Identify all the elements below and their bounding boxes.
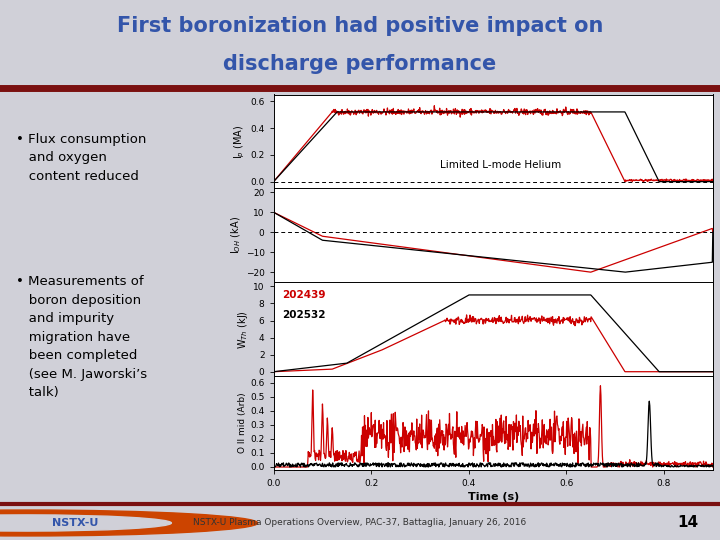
Text: discharge performance: discharge performance: [223, 54, 497, 75]
Text: NSTX-U Plasma Operations Overview, PAC-37, Battaglia, January 26, 2016: NSTX-U Plasma Operations Overview, PAC-3…: [194, 518, 526, 528]
Circle shape: [0, 510, 258, 536]
Y-axis label: I$_{OH}$ (kA): I$_{OH}$ (kA): [229, 217, 243, 254]
Text: 14: 14: [678, 516, 698, 530]
Y-axis label: O II mid (Arb): O II mid (Arb): [238, 393, 248, 453]
Text: NSTX-U: NSTX-U: [52, 518, 98, 528]
Y-axis label: I$_p$ (MA): I$_p$ (MA): [233, 124, 248, 159]
Text: • Measurements of
   boron deposition
   and impurity
   migration have
   been : • Measurements of boron deposition and i…: [16, 275, 148, 399]
Text: 202439: 202439: [282, 289, 326, 300]
Text: First boronization had positive impact on: First boronization had positive impact o…: [117, 16, 603, 36]
Text: • Flux consumption
   and oxygen
   content reduced: • Flux consumption and oxygen content re…: [16, 132, 147, 183]
Circle shape: [0, 515, 171, 531]
X-axis label: Time (s): Time (s): [467, 492, 519, 502]
Text: 202532: 202532: [282, 310, 326, 320]
Y-axis label: W$_{Th}$ (kJ): W$_{Th}$ (kJ): [236, 309, 251, 348]
Text: Limited L-mode Helium: Limited L-mode Helium: [441, 160, 562, 170]
